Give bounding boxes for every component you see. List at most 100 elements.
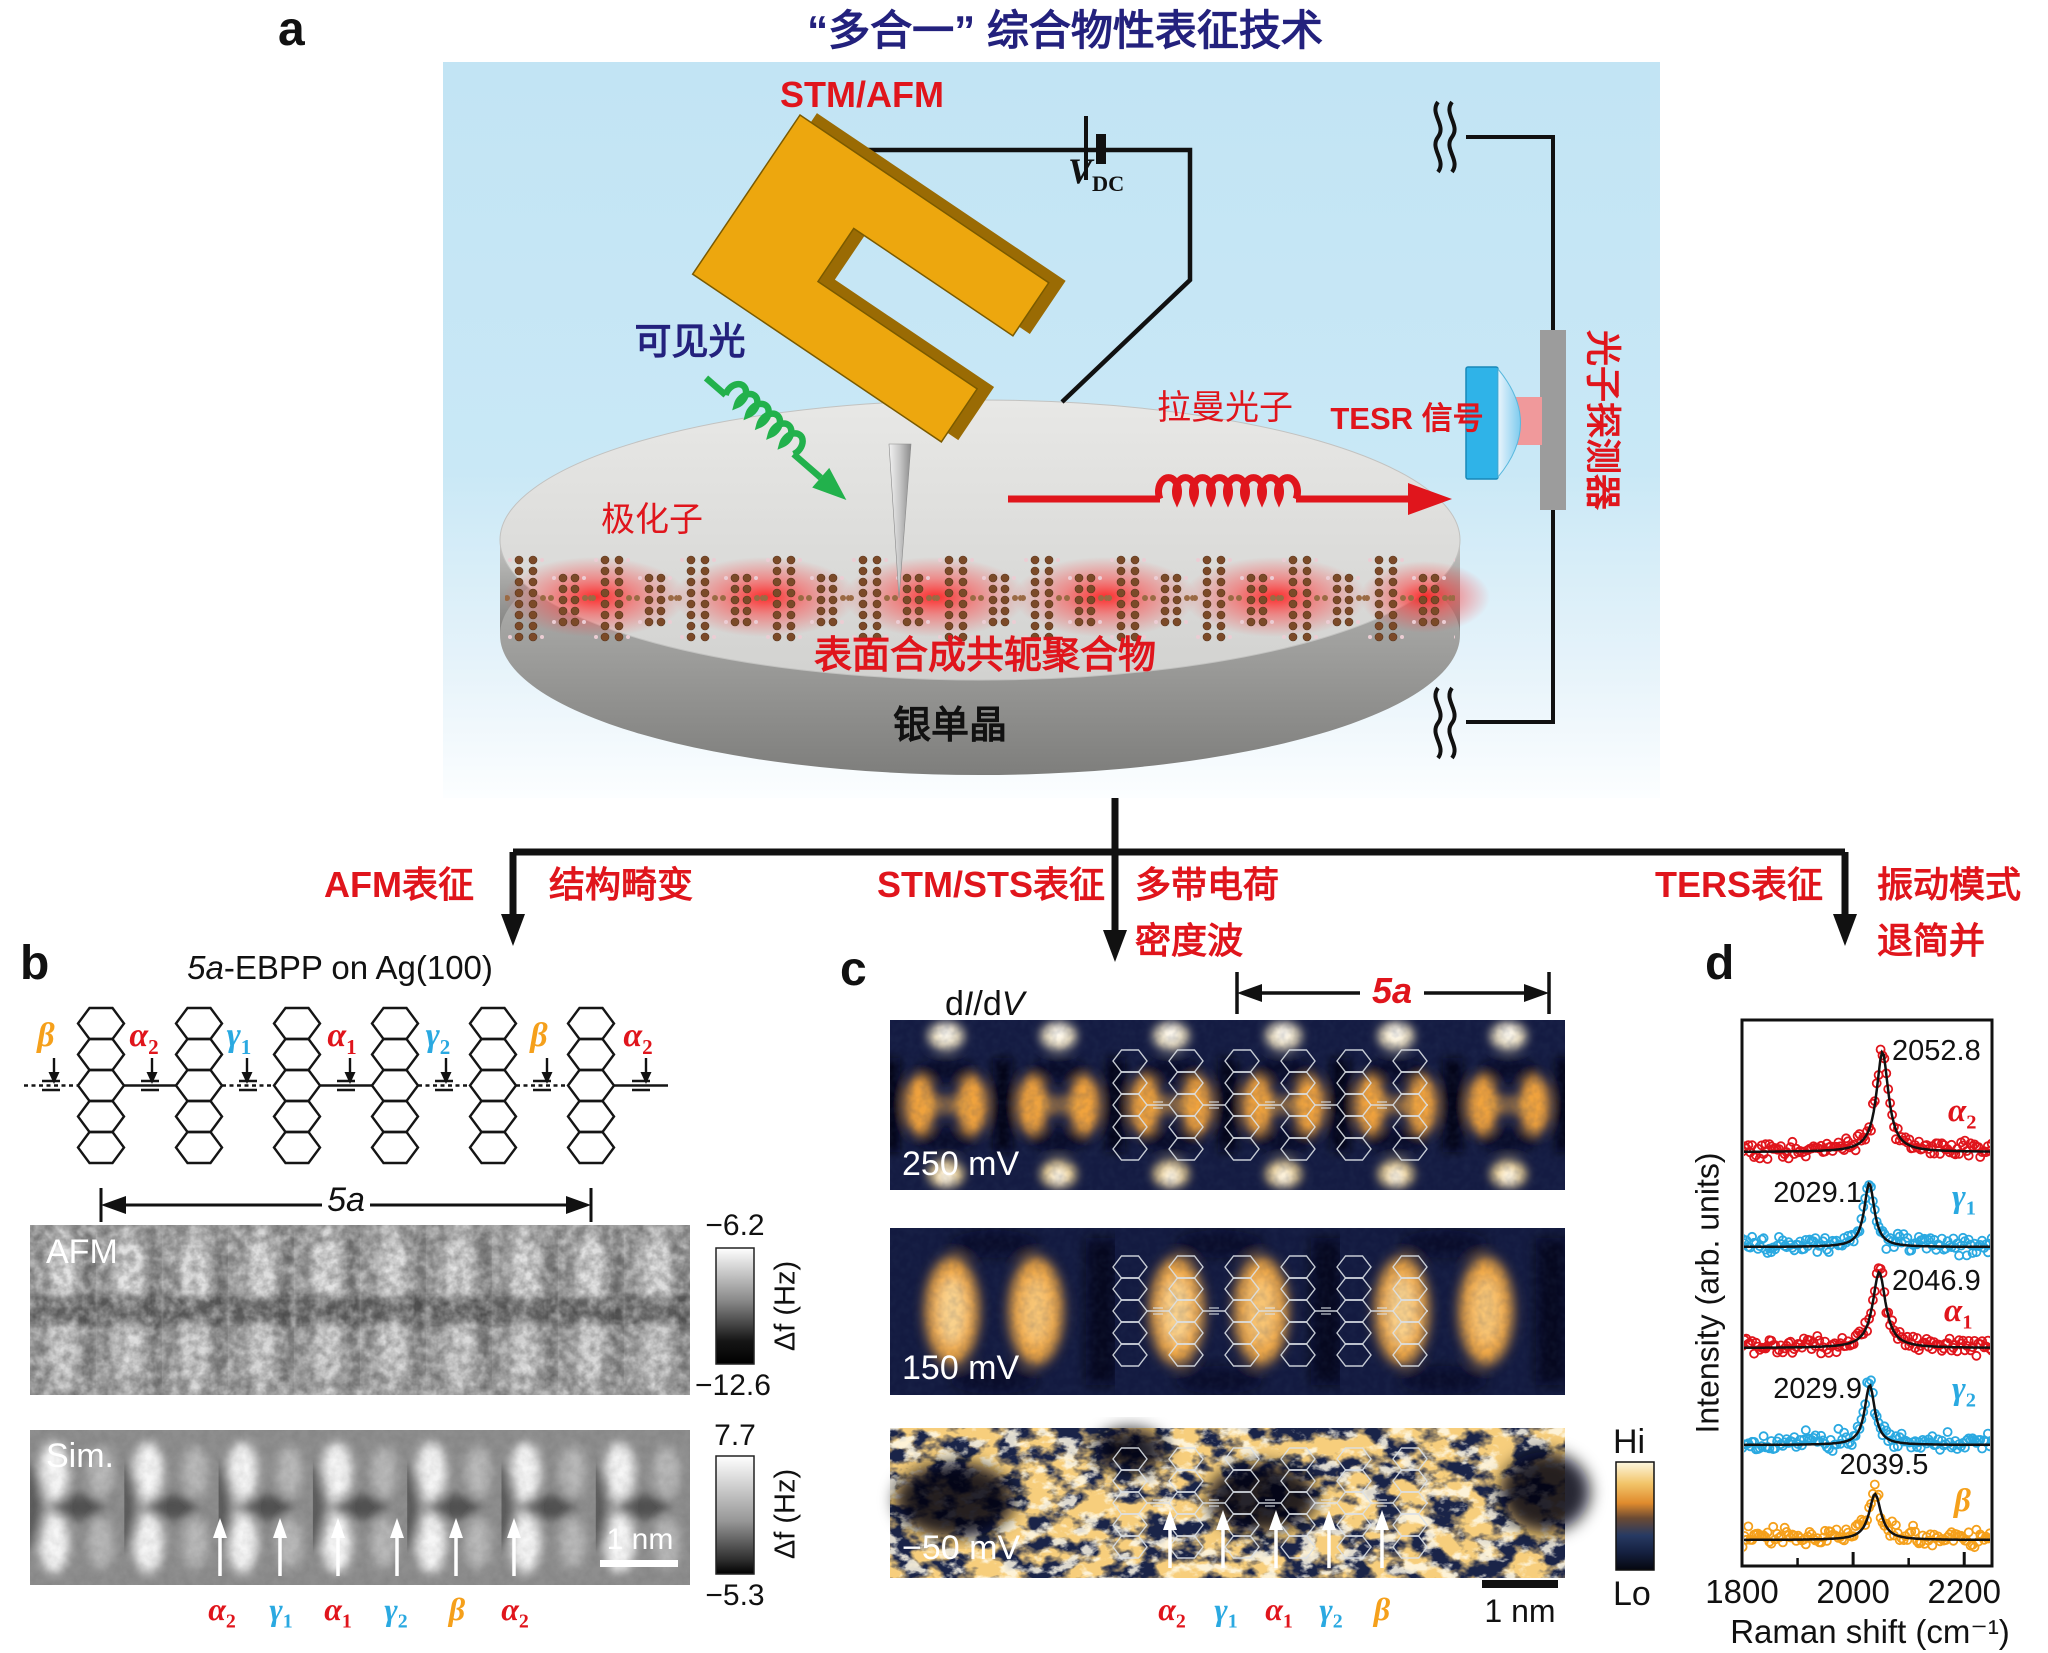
series-label: α1 [1944, 1293, 1973, 1334]
peak-value-label: 2052.8 [1892, 1035, 1981, 1067]
vdc-label: VDC [1068, 151, 1125, 197]
panel-b-label: b [20, 937, 50, 990]
dim-arrow-5a-b [99, 1188, 593, 1222]
bias-label-150: 150 mV [902, 1349, 1020, 1387]
sim-site-label: β [448, 1591, 466, 1627]
bias-circuit [852, 147, 1193, 404]
series-label: α2 [1948, 1093, 1977, 1134]
bond-site-label: α1 [327, 1017, 357, 1059]
figure-title: “多合一” 综合物性表征技术 [807, 7, 1323, 54]
battery-long-plate-icon [1084, 116, 1088, 180]
detector-circuit [1466, 135, 1555, 724]
polymer-chain [503, 552, 1490, 644]
chart-xtick: 2200 [1927, 1573, 2001, 1610]
bias-label-250: 250 mV [902, 1145, 1020, 1183]
peak-value-label: 2046.9 [1892, 1265, 1981, 1297]
colorbar-afm-bottom: −12.6 [695, 1369, 771, 1402]
visible-light-beam [703, 375, 847, 501]
chemical-structure [24, 1006, 668, 1165]
series-label: γ2 [1952, 1371, 1976, 1412]
lens-dome-icon [1497, 367, 1521, 479]
scalebar-b [600, 1560, 678, 1567]
bond-site-label: α2 [623, 1017, 653, 1059]
colorbar-sim-bottom: −5.3 [705, 1579, 765, 1612]
chart-xlabel: Raman shift (cm⁻¹) [1730, 1613, 2010, 1650]
detector-plate-icon [1540, 330, 1566, 510]
didv-map-150mV [890, 1228, 1565, 1395]
map-site-label: α2 [1158, 1591, 1186, 1633]
flow-arrows [509, 798, 1849, 932]
sim-site-label: γ1 [269, 1591, 293, 1633]
colorbar-afm-unit: Δf (Hz) [769, 1260, 802, 1352]
colorbar-hilo [1615, 1461, 1655, 1571]
afm-image [30, 1225, 690, 1395]
wire-break-bottom-icon [1433, 686, 1457, 760]
colorbar-sim-top: 7.7 [714, 1419, 756, 1452]
series-label: γ1 [1952, 1179, 1976, 1220]
crystal-label: 银单晶 [892, 705, 1008, 747]
afm-image-label: AFM [46, 1233, 118, 1271]
raman-photon-label: 拉曼光子 [1157, 389, 1293, 427]
bias-label-neg50: −50 mV [902, 1529, 1021, 1567]
visible-light-label: 可见光 [634, 321, 746, 362]
molecule-overlay-1 [1112, 1049, 1428, 1161]
didv-map-250mV [890, 1020, 1565, 1190]
sim-site-label: α2 [208, 1591, 236, 1633]
molecule-overlay-3 [1112, 1447, 1428, 1559]
panel-a-label: a [278, 3, 305, 56]
battery-short-plate-icon [1096, 134, 1106, 164]
sim-site-label: α2 [501, 1591, 529, 1633]
scalebar-c [1482, 1580, 1558, 1588]
branch-sts-result-1: 多带电荷 [1135, 864, 1280, 905]
stm-tip-icon [888, 443, 912, 599]
molecule-row [505, 552, 1455, 644]
panel-d-label: d [1705, 937, 1735, 990]
panel-b-title: 5a-EBPP on Ag(100) [187, 949, 493, 986]
didv-map-neg50mV [890, 1428, 1590, 1578]
molecule-overlay-2 [1112, 1255, 1428, 1367]
branch-ters-result-2: 退简并 [1877, 920, 1986, 961]
chart-xtick: 2000 [1816, 1573, 1890, 1610]
colorbar-lo-label: Lo [1613, 1575, 1651, 1613]
bond-site-label: γ1 [226, 1017, 252, 1059]
sim-image [30, 1430, 690, 1585]
branch-sts-result-2: 密度波 [1135, 920, 1244, 961]
wire-break-top-icon [1433, 100, 1457, 174]
colorbar-afm-top: −6.2 [705, 1209, 765, 1242]
dim-arrow-5a-c [1235, 972, 1551, 1014]
dim-label-c: 5a [1363, 971, 1421, 1011]
scalebar-b-label: 1 nm [606, 1523, 674, 1556]
branch-ters-result-1: 振动模式 [1877, 864, 2022, 905]
map-site-label: β [1373, 1591, 1391, 1627]
peak-value-label: 2029.9 [1773, 1373, 1862, 1405]
bond-site-label: β [37, 1017, 55, 1054]
chart-ylabel: Intensity (arb. units) [1689, 1152, 1726, 1434]
raman-chart [1740, 1018, 1994, 1568]
map-site-arrows [1163, 1510, 1389, 1568]
bond-site-label: γ2 [425, 1017, 451, 1059]
bond-site-label: α2 [129, 1017, 159, 1059]
photon-detector-label: 光子探测器 [1582, 329, 1624, 511]
sim-site-arrows [213, 1518, 521, 1576]
dim-label-b: 5a [327, 1181, 365, 1219]
colorbar-sim-unit: Δf (Hz) [769, 1468, 802, 1560]
flow-arrowheads [501, 914, 1857, 962]
colorbar-sim [715, 1455, 755, 1575]
stm-afm-label: STM/AFM [780, 74, 944, 115]
chart-xtick: 1800 [1705, 1573, 1779, 1610]
bond-site-label: β [530, 1017, 548, 1054]
branch-sts-method: STM/STS表征 [876, 864, 1105, 905]
raman-beam [1008, 474, 1452, 515]
scalebar-c-label: 1 nm [1484, 1593, 1556, 1629]
tesr-signal-label: TESR 信号 [1330, 401, 1484, 436]
branch-afm-method: AFM表征 [324, 864, 474, 905]
sim-site-label: γ2 [384, 1591, 408, 1633]
didv-label: dI/dV [945, 985, 1025, 1023]
tuning-fork-icon [691, 113, 1066, 443]
polaron-label: 极化子 [601, 501, 703, 539]
map-site-label: α1 [1265, 1591, 1293, 1633]
sim-site-label: α1 [324, 1591, 352, 1633]
colorbar-afm [715, 1247, 755, 1365]
